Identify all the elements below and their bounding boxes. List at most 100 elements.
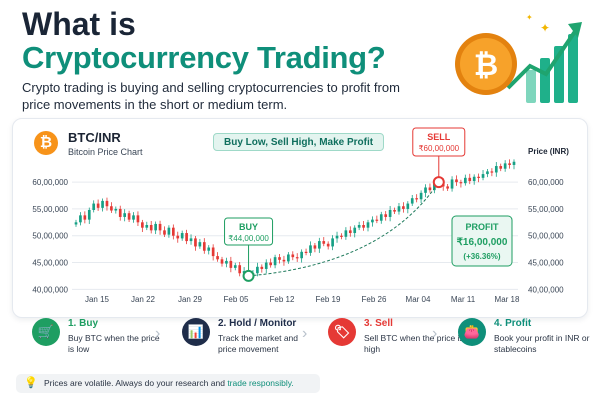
- y-tick-label-right: 60,00,000: [528, 178, 564, 187]
- profit-percent: (+36.36%): [463, 252, 500, 261]
- candle-body: [410, 198, 414, 204]
- candle-body: [238, 265, 242, 274]
- wallet-icon: 👛: [458, 318, 486, 346]
- candle-body: [486, 171, 489, 175]
- y-tick-label-left: 60,00,000: [32, 178, 68, 187]
- candle-body: [233, 265, 237, 268]
- x-tick-label: Jan 29: [178, 295, 203, 304]
- pair-subtitle: Bitcoin Price Chart: [68, 147, 143, 157]
- candle-body: [481, 174, 485, 178]
- candle-body: [127, 213, 131, 220]
- x-tick-label: Mar 04: [406, 295, 431, 304]
- pair-label: BTC/INR: [68, 130, 121, 145]
- candle-body: [185, 233, 188, 242]
- candle-body: [384, 214, 388, 217]
- profit-box: [451, 215, 513, 267]
- x-tick-label: Feb 19: [316, 295, 341, 304]
- candle-body: [141, 222, 144, 228]
- candle-body: [145, 225, 149, 228]
- candle-body: [87, 209, 91, 220]
- candle-body: [375, 219, 379, 221]
- candle-body: [388, 209, 392, 217]
- candle-body: [202, 242, 206, 251]
- bitcoin-icon: ₿: [34, 131, 58, 155]
- x-tick-label: Jan 15: [85, 295, 110, 304]
- chart-icon: 📊: [182, 318, 210, 346]
- candle-body: [83, 215, 87, 220]
- candle-body: [216, 256, 219, 260]
- candle-body: [163, 230, 166, 235]
- candle-body: [362, 225, 365, 228]
- candle-body: [433, 183, 436, 191]
- candle-body: [459, 182, 463, 184]
- candle-body: [110, 206, 113, 211]
- candle-body: [136, 215, 140, 223]
- candle-body: [118, 208, 122, 217]
- candle-body: [340, 235, 343, 237]
- candle-body: [335, 235, 339, 239]
- candle-body: [114, 208, 118, 211]
- candle-body: [463, 177, 467, 184]
- candle-body: [428, 187, 432, 191]
- lightbulb-icon: 💡: [24, 377, 38, 389]
- step-desc: Book your profit in INR or stablecoins: [494, 333, 590, 354]
- candle-body: [313, 245, 317, 249]
- candle-body: [229, 260, 233, 268]
- candle-body: [291, 254, 295, 258]
- candle-body: [379, 214, 383, 221]
- candle-body: [415, 198, 419, 200]
- candle-body: [74, 222, 78, 225]
- candle-body: [406, 203, 410, 209]
- candle-body: [353, 227, 357, 234]
- candle-body: [132, 215, 135, 220]
- candle-body: [189, 238, 193, 242]
- candle-body: [450, 179, 454, 189]
- candle-body: [455, 179, 458, 183]
- step-title: 4. Profit: [494, 318, 532, 329]
- candle-body: [419, 192, 423, 200]
- svg-text:✦: ✦: [540, 21, 550, 35]
- candle-body: [499, 166, 503, 169]
- y-tick-label-left: 40,00,000: [32, 285, 68, 294]
- candle-body: [158, 223, 162, 231]
- candle-body: [490, 171, 494, 173]
- candle-body: [508, 163, 511, 165]
- buy-sell-dashed-line: [248, 181, 440, 277]
- candle-body: [194, 238, 197, 247]
- steps-row: 🛒 1. Buy Buy BTC when the price is low 📊…: [12, 312, 589, 366]
- candle-body: [207, 247, 211, 251]
- chevron-right-icon: ›: [155, 325, 161, 342]
- candle-body: [397, 206, 401, 212]
- step-title: 2. Hold / Monitor: [218, 318, 297, 329]
- step-title: 3. Sell: [364, 318, 393, 329]
- candle-body: [260, 266, 264, 269]
- candle-body: [295, 257, 299, 259]
- profit-amount: ₹16,00,000: [457, 237, 508, 248]
- title-line-1: What is: [22, 6, 136, 42]
- candle-body: [331, 238, 334, 247]
- y-tick-label-left: 45,00,000: [32, 259, 68, 268]
- chevron-right-icon: ›: [302, 325, 308, 342]
- step-desc: Sell BTC when the price is high: [364, 333, 464, 354]
- candle-body: [494, 166, 498, 173]
- tag-icon: 🏷: [328, 318, 356, 346]
- y-tick-label-right: 50,00,000: [528, 232, 564, 241]
- page-subtitle: Crypto trading is buying and selling cry…: [22, 80, 400, 112]
- sell-price: ₹60,00,000: [418, 144, 459, 153]
- candle-body: [180, 233, 184, 239]
- y-tick-label-right: 55,00,000: [528, 205, 564, 214]
- candle-body: [300, 251, 303, 259]
- x-tick-label: Feb 26: [362, 295, 387, 304]
- x-tick-label: Mar 18: [495, 295, 520, 304]
- candle-body: [402, 206, 405, 209]
- candle-body: [304, 251, 308, 253]
- candle-body: [149, 225, 153, 231]
- title-line-2: Cryptocurrency Trading?: [22, 40, 386, 75]
- candle-body: [105, 200, 109, 207]
- svg-text:✦: ✦: [526, 13, 533, 22]
- candle-body: [92, 203, 96, 210]
- candle-body: [322, 241, 326, 244]
- candle-body: [424, 187, 427, 193]
- y-axis-label: Price (INR): [528, 147, 569, 156]
- candle-body: [344, 230, 348, 237]
